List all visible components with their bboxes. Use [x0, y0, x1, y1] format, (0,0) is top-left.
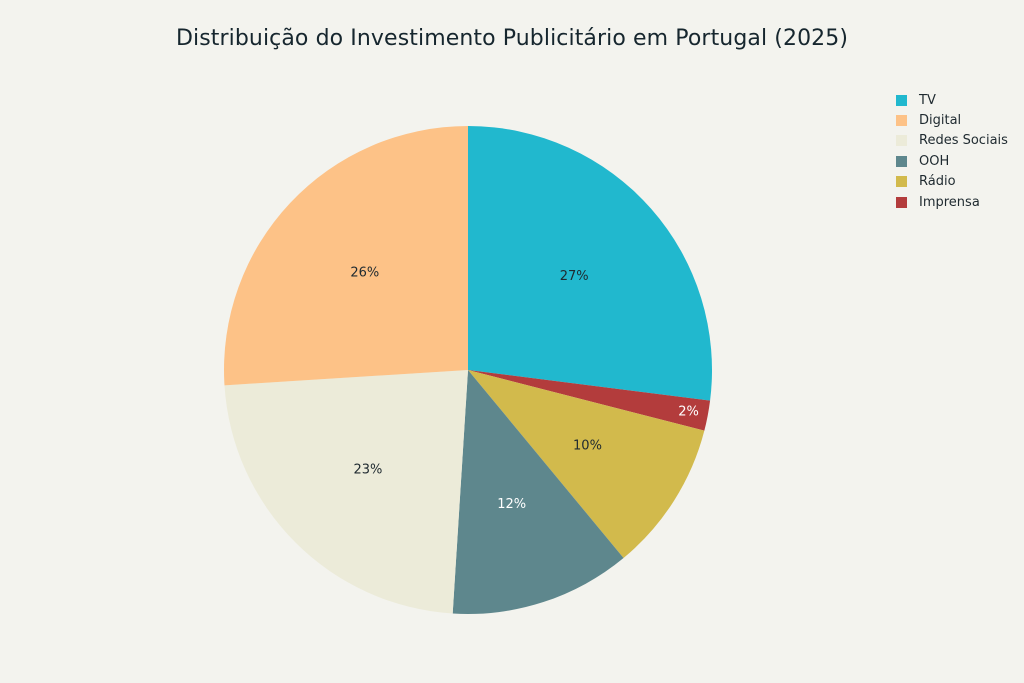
legend-swatch — [896, 155, 907, 167]
slice-value-label: 10% — [573, 438, 602, 453]
legend-swatch — [896, 176, 907, 188]
pie-slice-rádio[interactable] — [468, 370, 705, 559]
pie-slice-imprensa[interactable] — [468, 370, 711, 431]
pie-slice-ooh[interactable] — [452, 370, 624, 614]
legend-label: Rádio — [919, 174, 956, 190]
pie-slice-redes-sociais[interactable] — [224, 370, 468, 614]
legend-label: Digital — [919, 113, 962, 129]
legend-swatch — [896, 94, 907, 106]
pie-slice-tv[interactable] — [468, 126, 712, 401]
legend-item-tv[interactable]: TV — [896, 90, 1008, 110]
legend-label: Imprensa — [919, 194, 980, 210]
slice-value-label: 12% — [497, 497, 526, 512]
pie-slice-digital[interactable] — [224, 126, 468, 386]
chart-title: Distribuição do Investimento Publicitári… — [175, 26, 849, 51]
legend-item-radio[interactable]: Rádio — [896, 172, 1008, 192]
legend-item-redes-sociais[interactable]: Redes Sociais — [896, 131, 1008, 151]
legend-item-imprensa[interactable]: Imprensa — [896, 192, 1008, 212]
chart-legend: TV Digital Redes Sociais OOH Rádio Impre… — [896, 90, 1008, 212]
slice-value-label: 27% — [560, 269, 589, 284]
slice-value-label: 26% — [350, 266, 379, 281]
legend-swatch — [896, 115, 907, 127]
legend-label: TV — [919, 92, 936, 108]
slice-value-label: 2% — [678, 405, 699, 420]
legend-label: Redes Sociais — [919, 133, 1008, 149]
legend-swatch — [896, 135, 907, 147]
legend-item-digital[interactable]: Digital — [896, 110, 1008, 130]
legend-swatch — [896, 196, 907, 208]
legend-label: OOH — [919, 153, 950, 169]
slice-value-label: 23% — [353, 463, 382, 478]
legend-item-ooh[interactable]: OOH — [896, 151, 1008, 171]
